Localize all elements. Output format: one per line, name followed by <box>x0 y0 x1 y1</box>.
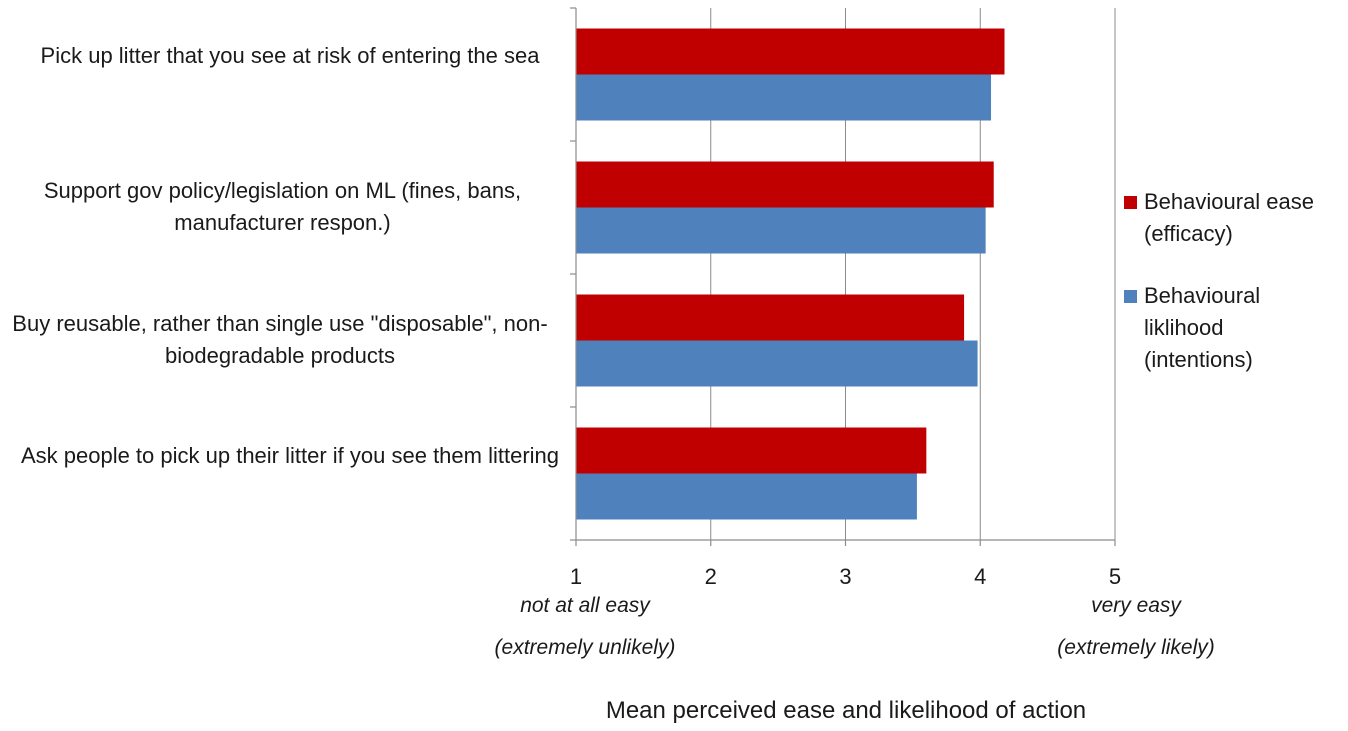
bar-likelihood <box>576 473 917 520</box>
legend-swatch-ease <box>1124 196 1137 209</box>
bar-likelihood <box>576 207 986 254</box>
category-label: Pick up litter that you see at risk of e… <box>40 43 540 68</box>
x-tick-label: 5 <box>1109 564 1121 589</box>
x-tick-label: 2 <box>705 564 717 589</box>
category-label: Support gov policy/legislation on ML (fi… <box>43 178 522 235</box>
legend-item-likelihood: Behavioural liklihood (intentions) <box>1124 280 1314 376</box>
x-tick-label: 3 <box>839 564 851 589</box>
scale-anchor-high-line1: very easy <box>1091 594 1181 617</box>
category-label: Buy reusable, rather than single use "di… <box>12 311 548 368</box>
x-tick-label: 4 <box>974 564 986 589</box>
legend-label-likelihood: Behavioural liklihood (intentions) <box>1144 283 1261 372</box>
bar-likelihood <box>576 340 978 387</box>
scale-anchor-low-line1: not at all easy <box>520 594 650 617</box>
scale-anchor-high-line2: (extremely likely) <box>1057 636 1215 659</box>
legend-label-ease: Behavioural ease (efficacy) <box>1144 189 1315 246</box>
bar-ease <box>576 161 994 208</box>
x-tick-label: 1 <box>570 564 582 589</box>
legend-swatch-likelihood <box>1124 290 1137 303</box>
bar-ease <box>576 294 965 341</box>
x-axis-title: Mean perceived ease and likelihood of ac… <box>605 697 1087 724</box>
scale-anchor-low-line2: (extremely unlikely) <box>494 636 676 659</box>
bar-likelihood <box>576 74 992 121</box>
bar-ease <box>576 427 927 474</box>
legend-item-ease: Behavioural ease (efficacy) <box>1124 186 1314 250</box>
category-label: Ask people to pick up their litter if yo… <box>20 443 560 468</box>
legend: Behavioural ease (efficacy) Behavioural … <box>1124 186 1314 406</box>
bar-ease <box>576 28 1005 75</box>
